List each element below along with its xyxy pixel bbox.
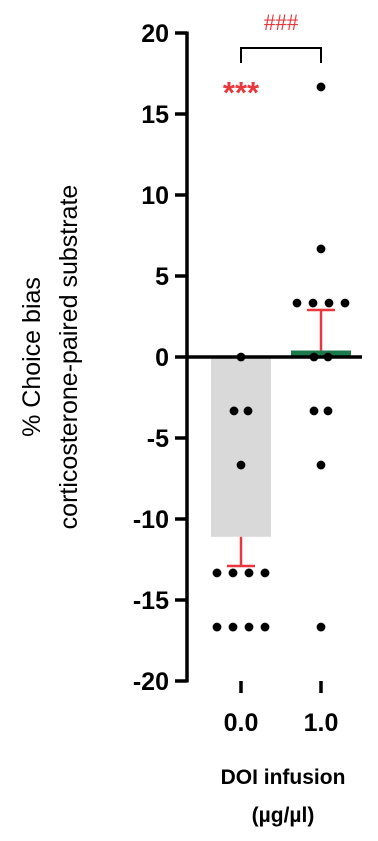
y-tick-label: -10: [133, 506, 169, 534]
significance-layer: ### ***: [223, 10, 322, 110]
x-tick-label: 1.0: [304, 709, 339, 737]
data-point: [260, 622, 270, 632]
data-point: [308, 298, 318, 308]
data-point: [228, 568, 238, 578]
y-tick-label: 0: [155, 344, 169, 372]
error-bars-layer: [227, 308, 335, 568]
y-tick-label: 5: [155, 263, 169, 291]
data-point: [316, 460, 326, 470]
y-tick-label: -20: [133, 668, 169, 696]
points-layer: [212, 82, 350, 632]
axes-layer: [175, 31, 362, 683]
data-point: [243, 406, 253, 416]
y-tick-label: -5: [147, 425, 169, 453]
between-groups-significance-label: ###: [264, 10, 299, 35]
data-point: [323, 406, 333, 416]
y-tick-label: -15: [133, 587, 169, 615]
data-point: [316, 622, 326, 632]
x-tick-label: 0.0: [224, 709, 259, 737]
bar: [211, 357, 271, 537]
bars-layer: [211, 350, 351, 537]
data-point: [324, 298, 334, 308]
bar: [291, 350, 351, 357]
data-point: [212, 622, 222, 632]
data-point: [292, 298, 302, 308]
x-categories-layer: 0.0 1.0: [224, 681, 339, 737]
data-point: [340, 298, 350, 308]
y-axis-label-line-1: % Choice bias: [18, 277, 46, 437]
y-tick-label: 20: [141, 20, 169, 48]
data-point: [244, 568, 254, 578]
data-point: [309, 406, 319, 416]
data-point: [260, 568, 270, 578]
x-axis-title-line-1: DOI infusion: [221, 766, 346, 789]
data-point: [316, 82, 326, 92]
vs-zero-significance-label: ***: [223, 75, 260, 110]
data-point: [316, 244, 326, 254]
y-tick-label: 15: [141, 101, 169, 129]
data-point: [212, 568, 222, 578]
data-point: [228, 622, 238, 632]
data-point: [236, 460, 246, 470]
comparison-bracket: [240, 47, 322, 63]
data-point: [244, 622, 254, 632]
y-ticks-layer: 20 15 10 5 0 -5 -10 -15 -20: [133, 20, 187, 696]
y-axis-label-line-2: corticosterone-paired substrate: [55, 185, 83, 530]
y-tick-label: 10: [141, 182, 169, 210]
data-point: [229, 406, 239, 416]
x-axis-title-line-2: (µg/µl): [252, 804, 315, 827]
